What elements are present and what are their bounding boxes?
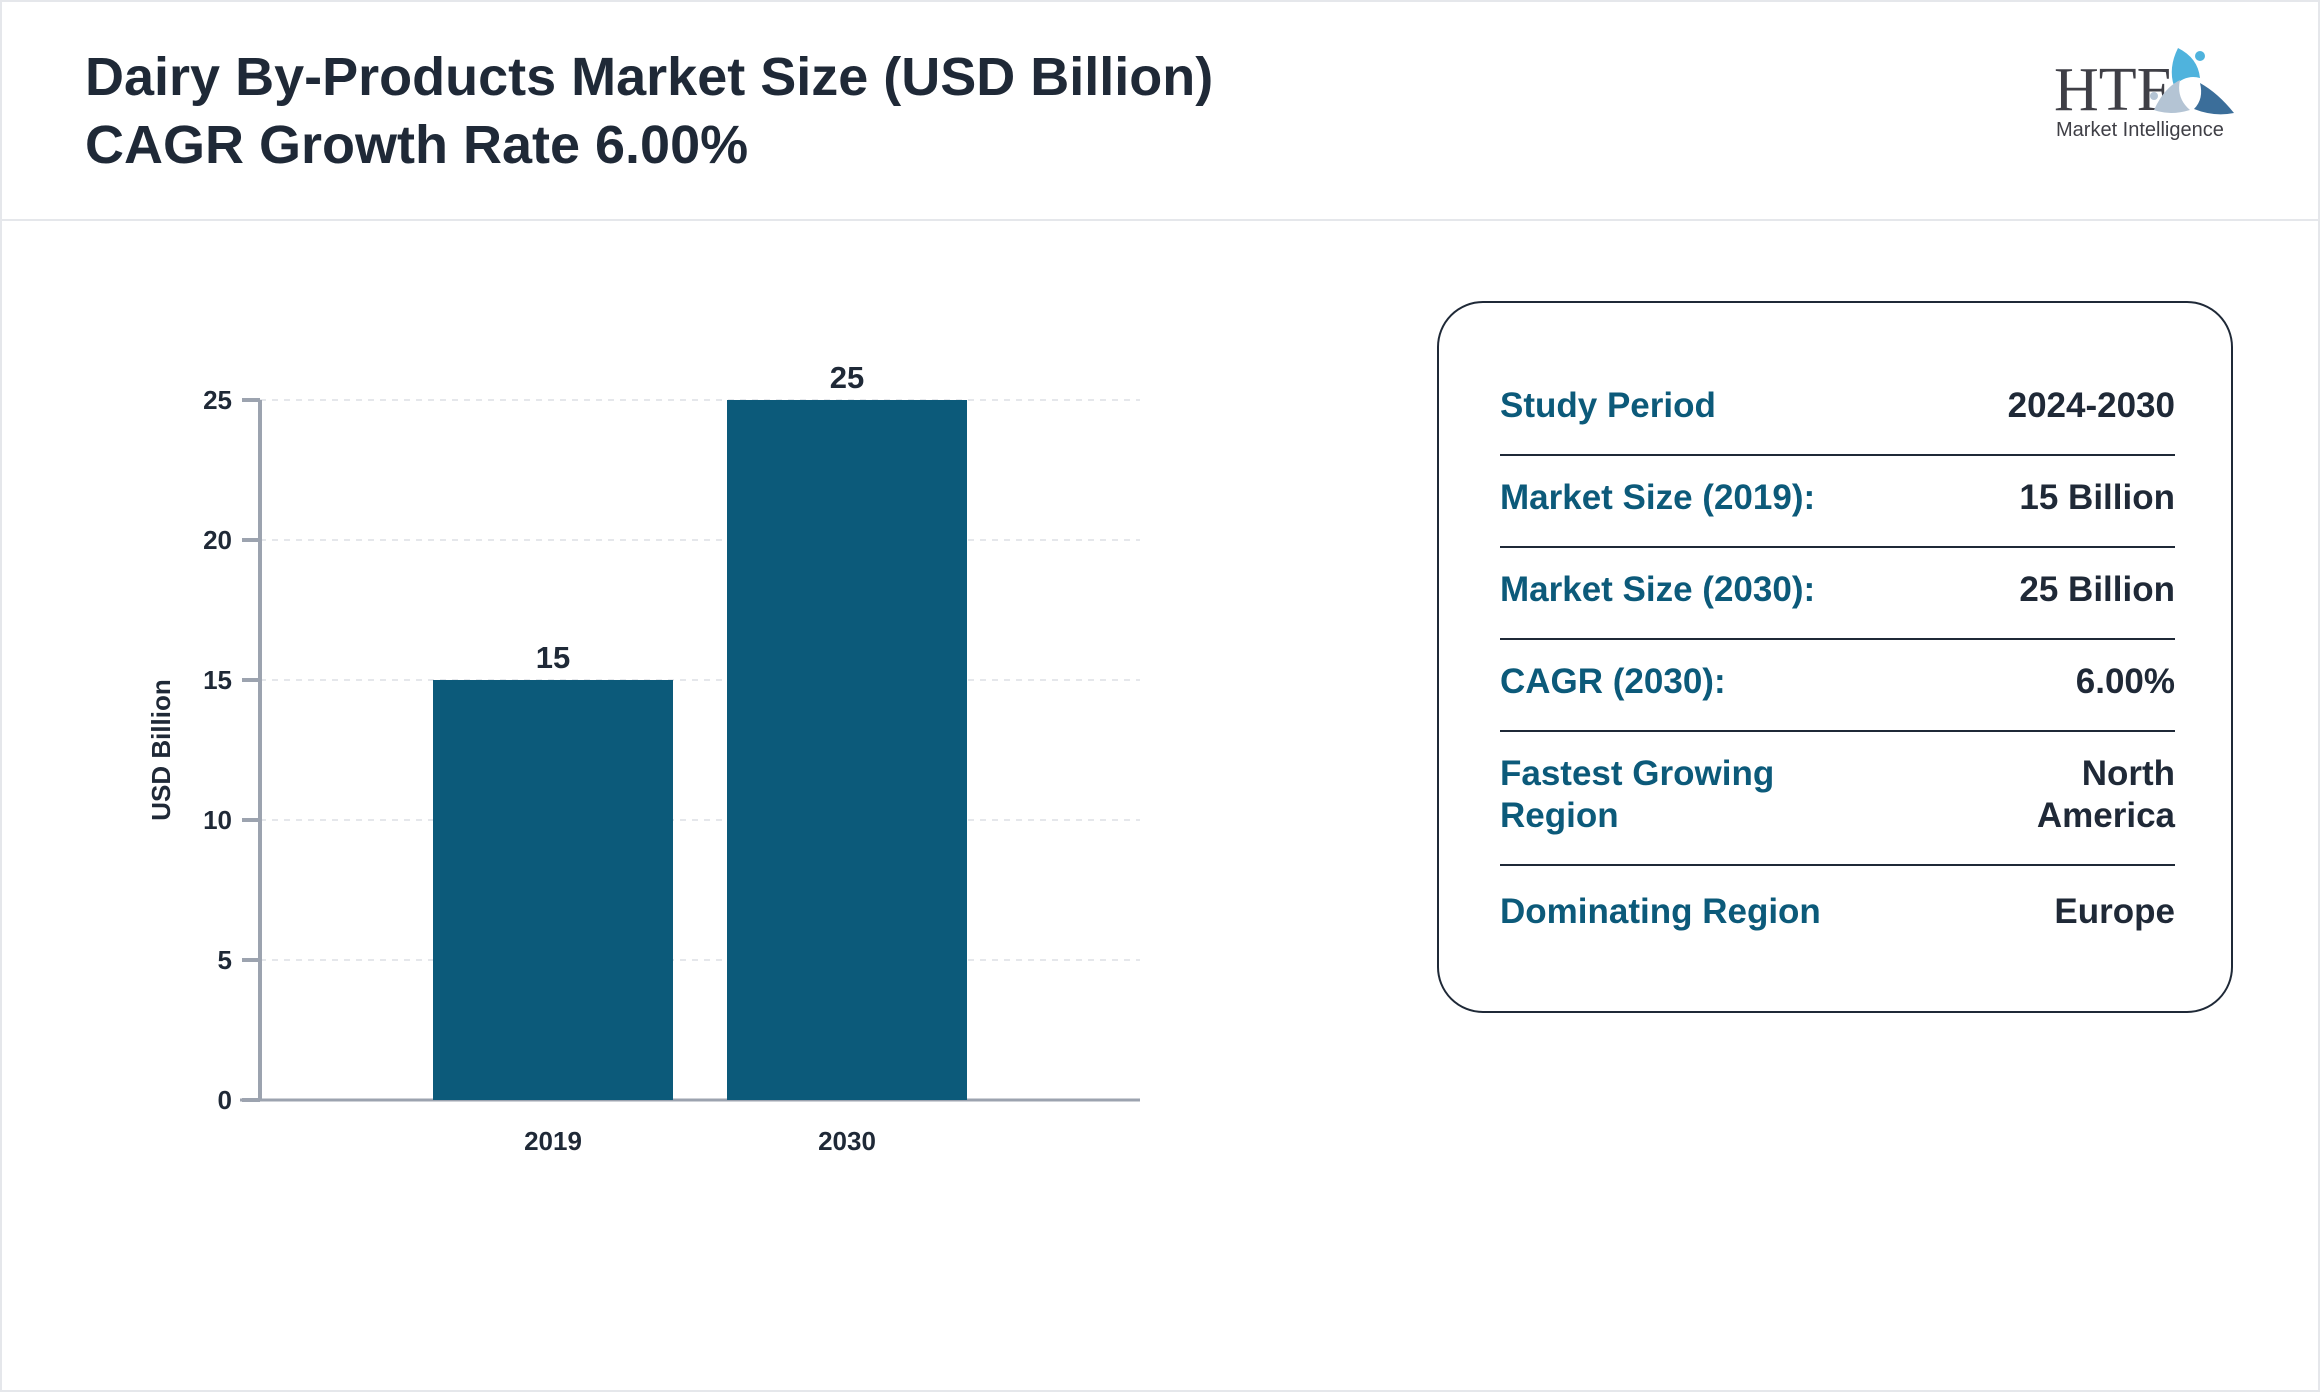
info-label: Fastest Growing Region: [1500, 754, 1775, 835]
info-label: Market Size (2019):: [1500, 478, 1816, 517]
divider: [1500, 864, 2175, 866]
info-label: CAGR (2030):: [1500, 662, 1726, 701]
y-tick-label: 25: [203, 385, 232, 415]
info-label: Study Period: [1500, 386, 1716, 425]
y-tick-label: 5: [218, 945, 232, 975]
info-value: 2024-2030: [2007, 386, 2175, 425]
htf-logo: HTF Market Intelligence: [2054, 48, 2234, 141]
info-value: 15 Billion: [2019, 478, 2175, 517]
divider: [1500, 454, 2175, 456]
y-tick-label: 0: [218, 1085, 232, 1115]
x-tick-label: 2019: [524, 1126, 582, 1156]
header: Dairy By-Products Market Size (USD Billi…: [0, 0, 2320, 221]
y-tick-label: 10: [203, 805, 232, 835]
x-tick-label: 2030: [818, 1126, 876, 1156]
data-label: 15: [536, 640, 570, 675]
svg-text:HTF: HTF: [2054, 56, 2171, 124]
divider: [1500, 730, 2175, 732]
bar-2019: [433, 680, 673, 1100]
info-value: Europe: [2054, 892, 2175, 931]
info-label: Dominating Region: [1500, 892, 1821, 931]
divider: [1500, 546, 2175, 548]
info-card: Study Period 2024-2030 Market Size (2019):…: [1437, 301, 2233, 1013]
page-subtitle: CAGR Growth Rate 6.00%: [85, 115, 749, 175]
svg-text:Market Intelligence: Market Intelligence: [2056, 119, 2224, 141]
divider: [1500, 638, 2175, 640]
y-tick-label: 20: [203, 525, 232, 555]
page-title: Dairy By-Products Market Size (USD Billi…: [85, 47, 1214, 107]
info-value: 25 Billion: [2019, 570, 2175, 609]
data-label: 25: [830, 360, 864, 395]
bar-2030: [727, 400, 967, 1100]
y-axis-label: USD Billion: [146, 679, 176, 821]
info-value: North America: [2036, 754, 2175, 835]
info-label: Market Size (2030):: [1500, 570, 1816, 609]
info-value: 6.00%: [2075, 662, 2175, 701]
y-tick-label: 15: [203, 665, 232, 695]
